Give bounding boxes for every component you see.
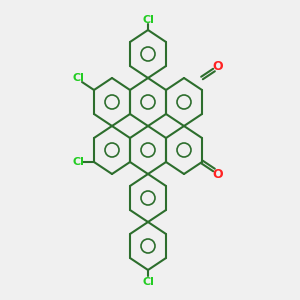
Text: Cl: Cl <box>142 277 154 287</box>
Text: Cl: Cl <box>142 15 154 25</box>
Text: Cl: Cl <box>72 73 84 83</box>
Text: O: O <box>213 59 223 73</box>
Text: Cl: Cl <box>72 157 84 167</box>
Text: O: O <box>213 167 223 181</box>
